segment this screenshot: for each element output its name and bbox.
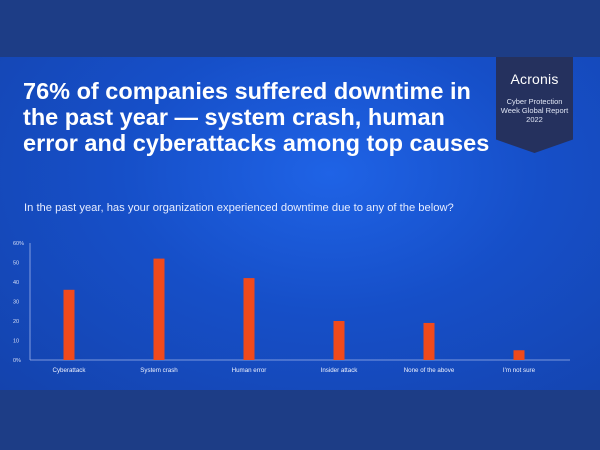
x-tick-label: I'm not sure [503, 367, 536, 374]
bar [423, 322, 435, 360]
x-tick-label: None of the above [404, 367, 455, 374]
y-tick-label: 10 [13, 339, 19, 345]
y-tick-label: 30 [13, 300, 19, 306]
bar [333, 321, 345, 360]
report-name: Cyber Protection Week Global Report 2022 [500, 97, 569, 124]
x-tick-label: System crash [140, 367, 178, 374]
chart-subtitle: In the past year, has your organization … [24, 202, 454, 214]
x-tick-label: Cyberattack [52, 367, 86, 374]
y-tick-label: 40 [13, 280, 19, 286]
y-tick-label: 0% [13, 358, 21, 364]
y-tick-label: 60% [13, 241, 24, 247]
y-tick-label: 20 [13, 319, 19, 325]
bar [243, 278, 255, 360]
headline: 76% of companies suffered downtime in th… [23, 78, 490, 156]
bar [63, 289, 75, 360]
report-badge: Acronis Cyber Protection Week Global Rep… [496, 57, 573, 153]
bar [153, 258, 165, 360]
x-tick-label: Human error [232, 367, 267, 374]
x-tick-label: Insider attack [321, 367, 359, 374]
brand-logo: Acronis [510, 71, 559, 87]
bar [513, 350, 525, 360]
y-tick-label: 50 [13, 261, 19, 267]
